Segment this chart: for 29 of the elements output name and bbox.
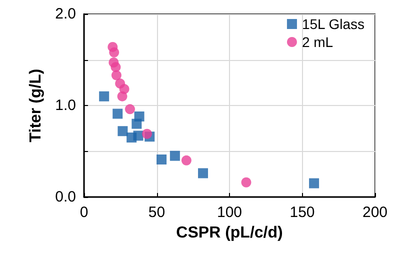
point — [118, 126, 128, 136]
point — [181, 155, 192, 166]
point — [156, 154, 167, 164]
point — [241, 177, 252, 188]
x-axis-title: CSPR (pL/c/d) — [176, 224, 283, 242]
x-tick-label: 100 — [216, 204, 242, 221]
point — [99, 91, 110, 102]
y-axis-title: Titer (g/L) — [28, 68, 44, 142]
point — [117, 91, 128, 102]
x-tick-label: 200 — [362, 204, 388, 221]
x-tick-label: 150 — [290, 204, 315, 221]
point — [198, 168, 208, 178]
point — [110, 62, 121, 72]
legend-label: 15L Glass — [302, 16, 364, 32]
point — [142, 128, 152, 139]
y-tick-label: 2.0 — [55, 6, 76, 22]
point — [309, 178, 320, 188]
x-tick-label: 50 — [148, 204, 166, 221]
point — [124, 104, 135, 114]
point — [132, 118, 142, 129]
legend-label: 2 mL — [302, 34, 334, 50]
y-tick-label: 0.0 — [55, 188, 76, 206]
point — [111, 70, 122, 80]
x-tick-label: 0 — [80, 204, 88, 221]
point — [133, 130, 144, 141]
point — [109, 47, 120, 58]
point — [170, 150, 180, 161]
point — [112, 108, 123, 119]
y-tick-label: 1.0 — [55, 97, 76, 114]
